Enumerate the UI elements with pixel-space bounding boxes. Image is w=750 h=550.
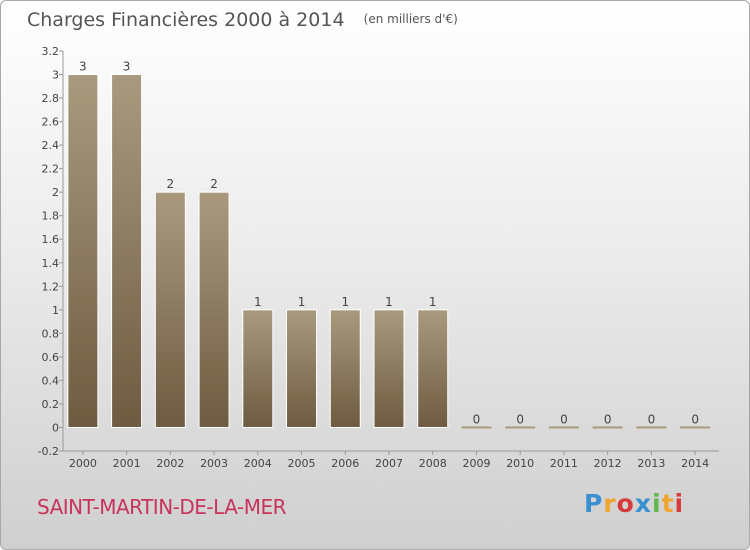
x-tick-label: 2001 [113, 457, 141, 470]
bar-2003 [198, 191, 230, 428]
bar-value-label: 1 [385, 295, 393, 309]
bar-2014 [680, 426, 711, 429]
y-tick-label: 1.8 [42, 210, 60, 223]
y-tick-label: 1.6 [42, 233, 60, 246]
bar-value-label: 0 [691, 412, 699, 426]
y-tick-label: 3.2 [42, 45, 60, 58]
bar-value-label: 1 [429, 295, 437, 309]
y-tick-label: 1.2 [42, 280, 60, 293]
y-tick-label: 0.2 [42, 398, 60, 411]
x-tick-label: 2003 [200, 457, 228, 470]
chart-title-block: Charges Financières 2000 à 2014 (en mill… [27, 9, 458, 31]
place-name: SAINT-MARTIN-DE-LA-MER [37, 495, 286, 519]
bar-value-label: 1 [341, 295, 349, 309]
x-tick-label: 2010 [506, 457, 534, 470]
x-tick-label: 2012 [594, 457, 622, 470]
bar-value-label: 1 [254, 295, 262, 309]
bar-2010 [505, 426, 536, 429]
bar-value-label: 1 [298, 295, 306, 309]
x-tick-label: 2005 [288, 457, 316, 470]
bar-2001 [111, 74, 143, 428]
x-tick-label: 2002 [156, 457, 184, 470]
x-tick-label: 2006 [331, 457, 359, 470]
bar-value-label: 0 [604, 412, 612, 426]
bar-2008 [417, 309, 449, 428]
y-tick-label: 2.8 [42, 92, 60, 105]
proxiti-logo[interactable]: Proxiti [584, 489, 685, 518]
bar-value-label: 0 [473, 412, 481, 426]
y-tick-label: 1 [52, 304, 59, 317]
y-tick-label: 1.4 [42, 257, 60, 270]
bar-2012 [592, 426, 623, 429]
y-tick-label: 2.6 [42, 116, 60, 129]
bar-2009 [461, 426, 492, 429]
bar-value-label: 3 [123, 60, 131, 74]
bar-value-label: 0 [560, 412, 568, 426]
x-tick-label: 2004 [244, 457, 272, 470]
x-tick-label: 2011 [550, 457, 578, 470]
bar-2011 [548, 426, 579, 429]
x-tick-label: 2000 [69, 457, 97, 470]
bar-2004 [242, 309, 274, 428]
bar-value-label: 0 [648, 412, 656, 426]
bar-2006 [329, 309, 361, 428]
y-tick-label: 0 [52, 421, 59, 434]
y-tick-label: 2.4 [42, 139, 60, 152]
x-tick-label: 2007 [375, 457, 403, 470]
y-tick-label: 2 [52, 186, 59, 199]
y-tick-label: 0.4 [42, 374, 60, 387]
y-tick-label: 2.2 [42, 163, 60, 176]
y-tick-label: 0.6 [42, 351, 60, 364]
x-tick-label: 2013 [637, 457, 665, 470]
x-tick-label: 2009 [462, 457, 490, 470]
bar-2007 [373, 309, 405, 428]
chart-title: Charges Financières 2000 à 2014 [27, 9, 345, 31]
bar-2013 [636, 426, 667, 429]
bar-2000 [67, 74, 99, 428]
chart-subtitle: (en milliers d'€) [363, 12, 458, 26]
bar-value-label: 2 [167, 177, 175, 191]
bar-2002 [154, 191, 186, 428]
bar-value-label: 2 [210, 177, 218, 191]
x-tick-label: 2008 [419, 457, 447, 470]
y-tick-label: -0.2 [38, 445, 59, 458]
bar-2005 [286, 309, 318, 428]
y-tick-label: 0.8 [42, 327, 60, 340]
bar-value-label: 3 [79, 60, 87, 74]
y-tick-label: 3 [52, 69, 59, 82]
bar-value-label: 0 [516, 412, 524, 426]
x-tick-label: 2014 [681, 457, 709, 470]
